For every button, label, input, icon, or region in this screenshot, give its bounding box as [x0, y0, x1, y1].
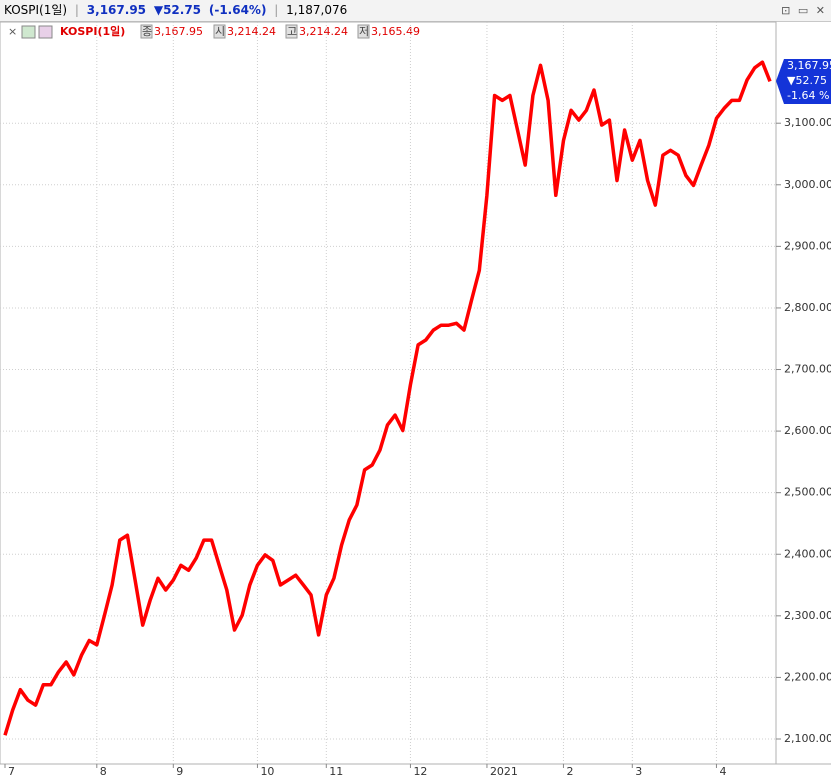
- y-tick-label: 2,100.00: [784, 732, 831, 745]
- legend-value: 3,165.49: [371, 25, 420, 38]
- legend-value: 3,214.24: [227, 25, 276, 38]
- x-tick-label: 4: [719, 765, 726, 778]
- x-tick-label: 11: [329, 765, 343, 778]
- price-box-pct: -1.64 %: [787, 89, 829, 102]
- symbol: KOSPI(1일): [4, 3, 68, 17]
- close-button[interactable]: ×: [8, 25, 17, 38]
- x-tick-label: 2: [566, 765, 573, 778]
- window-controls[interactable]: ⊡ ▭ ✕: [781, 4, 827, 17]
- separator: |: [74, 3, 79, 17]
- header-bar: KOSPI(1일) | 3,167.95 ▼52.75 (-1.64%) | 1…: [0, 0, 831, 22]
- price-box-price: 3,167.95: [787, 59, 831, 72]
- label-tag: 고: [287, 25, 297, 38]
- legend-row: × KOSPI(1일) 종 3,167.95 시 3,214.24 고 3,21…: [8, 24, 420, 39]
- y-tick-label: 3,100.00: [784, 116, 831, 129]
- price: 3,167.95: [86, 3, 147, 17]
- y-tick-label: 2,400.00: [784, 547, 831, 560]
- y-tick-label: 2,300.00: [784, 609, 831, 622]
- price-box-change: ▼52.75: [787, 74, 827, 87]
- volume: 1,187,076: [286, 3, 348, 17]
- x-tick-label: 7: [8, 765, 15, 778]
- label-tag: 시: [215, 25, 225, 38]
- legend-value: 3,214.24: [299, 25, 348, 38]
- label-box: [213, 24, 226, 39]
- legend-value: 3,167.95: [154, 25, 203, 38]
- price-line: [3, 60, 772, 736]
- label-tag: 저: [359, 25, 369, 38]
- label-tag: 종: [142, 25, 152, 38]
- x-tick-label: 10: [260, 765, 274, 778]
- x-tick-label: 2021: [490, 765, 518, 778]
- y-tick-label: 2,500.00: [784, 486, 831, 499]
- label-box: [140, 24, 153, 39]
- toggle-button[interactable]: [21, 25, 36, 39]
- price-box: 3,167.95 ▼52.75 -1.64 %: [776, 59, 831, 104]
- price-box-bg: [776, 59, 831, 104]
- x-tick-label: 12: [413, 765, 427, 778]
- y-tick-label: 2,600.00: [784, 424, 831, 437]
- change: ▼52.75: [153, 3, 202, 17]
- separator: |: [274, 3, 279, 17]
- label-box: [285, 24, 298, 39]
- y-tick-label: 2,800.00: [784, 301, 831, 314]
- plot: [3, 60, 772, 736]
- y-tick-label: 2,900.00: [784, 239, 831, 252]
- y-tick-label: 2,700.00: [784, 363, 831, 376]
- x-tick-label: 3: [635, 765, 642, 778]
- y-tick-label: 2,200.00: [784, 670, 831, 683]
- label-box: [357, 24, 370, 39]
- toggle-button[interactable]: [38, 25, 53, 39]
- x-tick-label: 9: [176, 765, 183, 778]
- x-tick-label: 8: [100, 765, 107, 778]
- change-pct: (-1.64%): [208, 3, 267, 17]
- legend-name: KOSPI(1일): [60, 24, 125, 38]
- y-tick-label: 3,000.00: [784, 178, 831, 191]
- plot-frame: [0, 21, 777, 765]
